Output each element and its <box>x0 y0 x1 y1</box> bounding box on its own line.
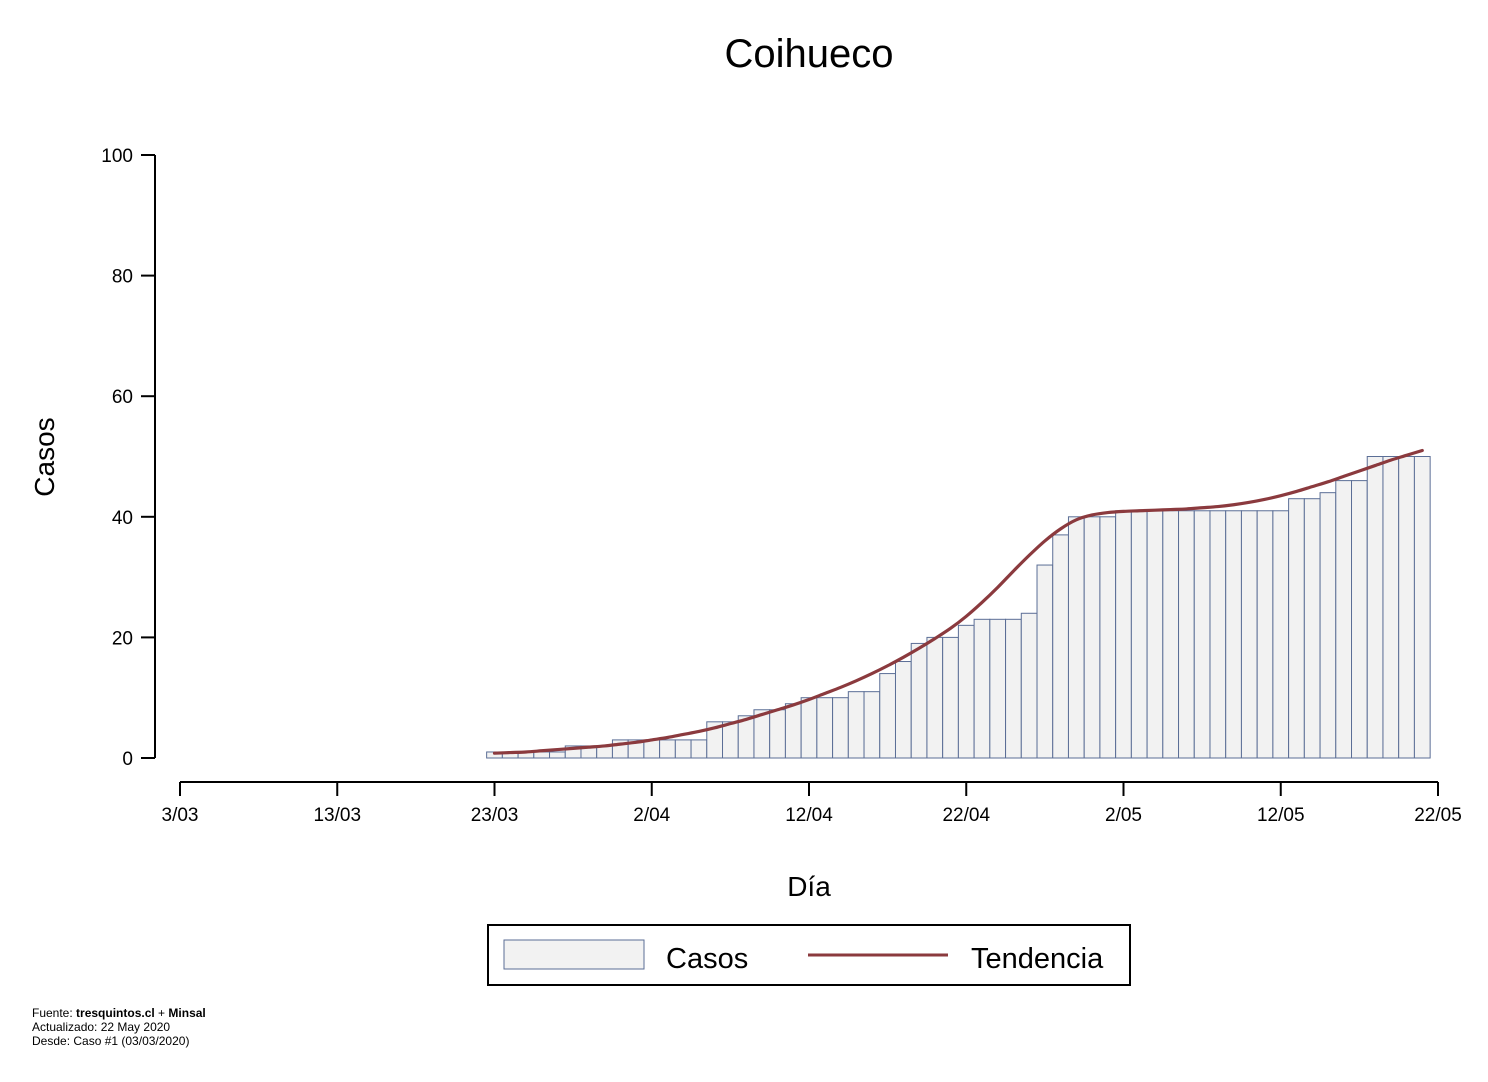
bar <box>769 709 786 759</box>
x-tick-label: 3/03 <box>162 805 199 826</box>
bar <box>973 618 991 759</box>
chart-title: Coihueco <box>724 32 893 76</box>
bar <box>1083 516 1101 759</box>
bar <box>549 751 566 759</box>
x-tick-label: 12/04 <box>785 805 833 826</box>
bar <box>784 703 802 759</box>
bar <box>659 739 676 759</box>
bar <box>1240 510 1258 759</box>
bar <box>989 618 1007 759</box>
footer-source-org: Minsal <box>168 1006 206 1020</box>
bar <box>1099 516 1117 759</box>
legend-label-tendencia: Tendencia <box>971 943 1104 975</box>
bar <box>1303 498 1321 759</box>
y-tick-label: 80 <box>112 267 133 288</box>
bar <box>1382 456 1400 759</box>
y-tick-label: 40 <box>112 508 133 529</box>
footer-since: Desde: Caso #1 (03/03/2020) <box>32 1034 190 1048</box>
bar <box>1146 510 1164 759</box>
footer-source-label: Fuente: <box>32 1006 77 1020</box>
x-tick-label: 12/05 <box>1257 805 1305 826</box>
legend-label-casos: Casos <box>666 943 748 975</box>
bar <box>1272 510 1290 759</box>
bar <box>1052 534 1069 759</box>
bar <box>1005 618 1022 759</box>
bar <box>1130 510 1148 759</box>
legend-swatch-casos <box>503 939 645 970</box>
bar <box>643 739 661 759</box>
x-tick-label: 2/04 <box>633 805 670 826</box>
x-tick-label: 2/05 <box>1105 805 1142 826</box>
bar <box>674 739 692 759</box>
trend-layer <box>492 448 1424 755</box>
bar <box>1398 456 1415 759</box>
x-tick-label: 22/05 <box>1414 805 1462 826</box>
bar <box>800 697 818 759</box>
footer: Fuente: tresquintos.cl + Minsal Actualiz… <box>32 1006 206 1048</box>
bar <box>879 673 896 759</box>
y-tick-label: 0 <box>122 749 133 770</box>
bar <box>1036 564 1054 759</box>
bar <box>690 739 708 759</box>
bar <box>1209 510 1227 759</box>
bar <box>816 697 834 759</box>
bar <box>1256 510 1274 759</box>
y-tick-label: 20 <box>112 628 133 649</box>
trend-line <box>492 448 1424 755</box>
bar <box>894 661 912 759</box>
bar <box>1288 498 1305 759</box>
bar <box>1178 510 1195 759</box>
y-axis: 0 20 40 60 80 100 <box>101 146 156 770</box>
footer-source-site: tresquintos.cl <box>76 1006 155 1020</box>
bar <box>1366 456 1384 759</box>
footer-source-plus: + <box>154 1006 169 1020</box>
bars <box>486 456 1431 759</box>
bar <box>1413 456 1431 759</box>
footer-updated: Actualizado: 22 May 2020 <box>32 1020 171 1034</box>
x-axis: 3/03 13/03 23/03 2/04 12/04 22/04 2/05 12/05 22/… <box>162 781 1462 826</box>
bar <box>1351 480 1368 759</box>
bar <box>910 642 928 759</box>
bar <box>1115 510 1132 759</box>
bar <box>847 691 865 759</box>
y-tick-label: 100 <box>101 146 133 167</box>
y-tick-label: 60 <box>112 387 133 408</box>
bar <box>722 721 739 759</box>
bar <box>1335 480 1353 759</box>
bar <box>1225 510 1242 759</box>
bar <box>832 697 849 759</box>
bar <box>1162 510 1180 759</box>
bar <box>957 624 975 759</box>
bar <box>533 751 551 759</box>
x-tick-label: 23/03 <box>471 805 519 826</box>
x-tick-label: 13/03 <box>313 805 361 826</box>
bar <box>1067 516 1085 759</box>
bar <box>863 691 881 759</box>
footer-source: Fuente: tresquintos.cl + Minsal <box>32 1006 206 1020</box>
bar <box>1193 510 1211 759</box>
bar <box>926 636 944 759</box>
y-axis-label: Casos <box>29 417 60 496</box>
bar <box>1020 612 1038 759</box>
x-axis-label: Día <box>787 871 831 902</box>
x-tick-label: 22/04 <box>942 805 990 826</box>
bar <box>942 636 959 759</box>
bar <box>1319 492 1337 759</box>
legend: Casos Tendencia <box>487 924 1131 986</box>
